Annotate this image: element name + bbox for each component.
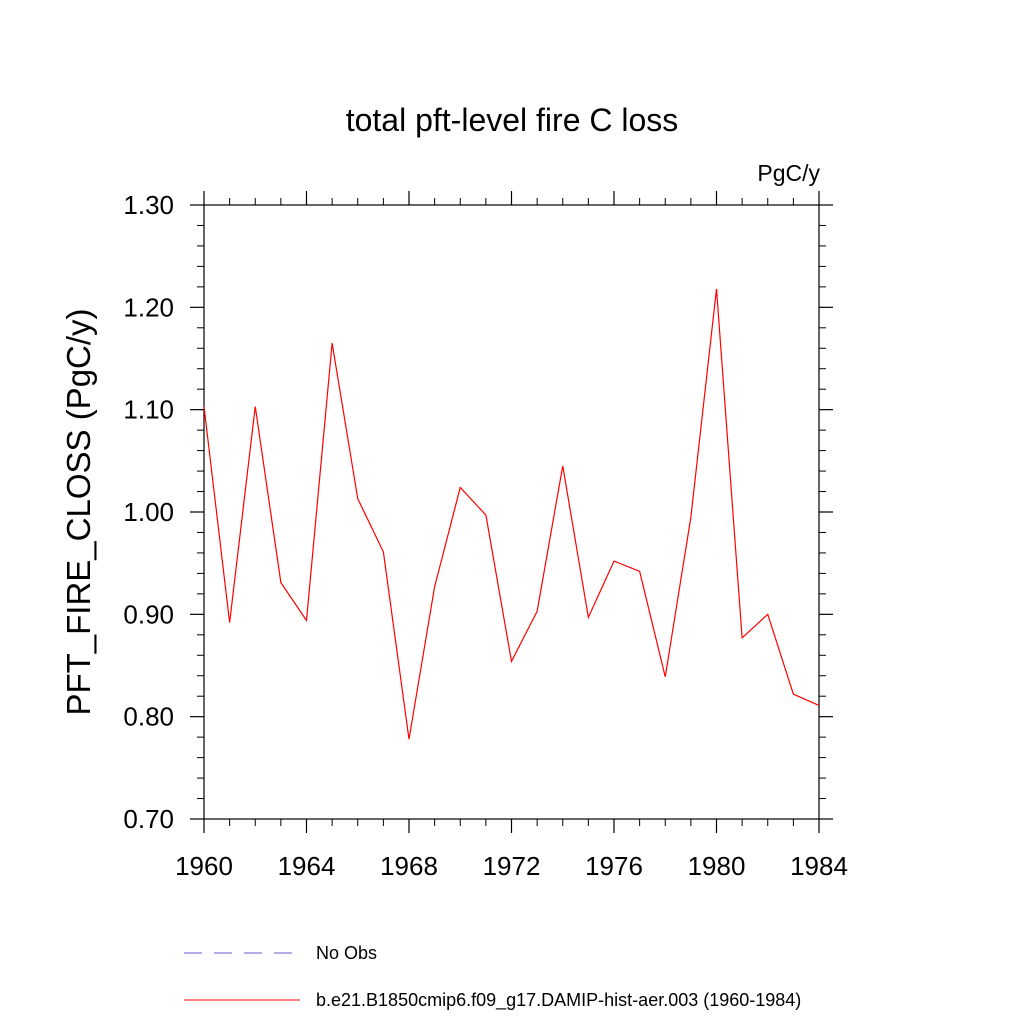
series-line <box>203 288 820 740</box>
y-tick-label: 1.00 <box>123 497 174 527</box>
series-layer <box>203 288 820 740</box>
plot-frame <box>203 204 820 820</box>
y-tick-label: 0.90 <box>123 599 174 629</box>
axis-ticks <box>190 191 833 833</box>
x-tick-label: 1972 <box>483 851 541 881</box>
units-label: PgC/y <box>757 160 820 186</box>
legend-label: b.e21.B1850cmip6.f09_g17.DAMIP-hist-aer.… <box>316 990 801 1011</box>
y-tick-label: 1.10 <box>123 395 174 425</box>
y-tick-label: 1.30 <box>123 190 174 220</box>
x-tick-label: 1964 <box>278 851 336 881</box>
legend-label: No Obs <box>316 943 377 963</box>
y-tick-label: 0.70 <box>123 804 174 834</box>
y-tick-labels: 0.70 0.80 0.90 1.00 1.10 1.20 1.30 <box>123 190 174 834</box>
x-tick-label: 1968 <box>380 851 438 881</box>
x-tick-label: 1980 <box>688 851 746 881</box>
y-axis-label: PFT_FIRE_CLOSS (PgC/y) <box>60 308 97 715</box>
x-tick-label: 1984 <box>790 851 848 881</box>
x-tick-label: 1976 <box>585 851 643 881</box>
x-tick-label: 1960 <box>175 851 233 881</box>
chart-title: total pft-level fire C loss <box>346 102 679 138</box>
legend: No Obs b.e21.B1850cmip6.f09_g17.DAMIP-his… <box>184 943 801 1011</box>
y-tick-label: 1.20 <box>123 292 174 322</box>
x-tick-labels: 1960 1964 1968 1972 1976 1980 1984 <box>175 851 848 881</box>
y-tick-label: 0.80 <box>123 702 174 732</box>
